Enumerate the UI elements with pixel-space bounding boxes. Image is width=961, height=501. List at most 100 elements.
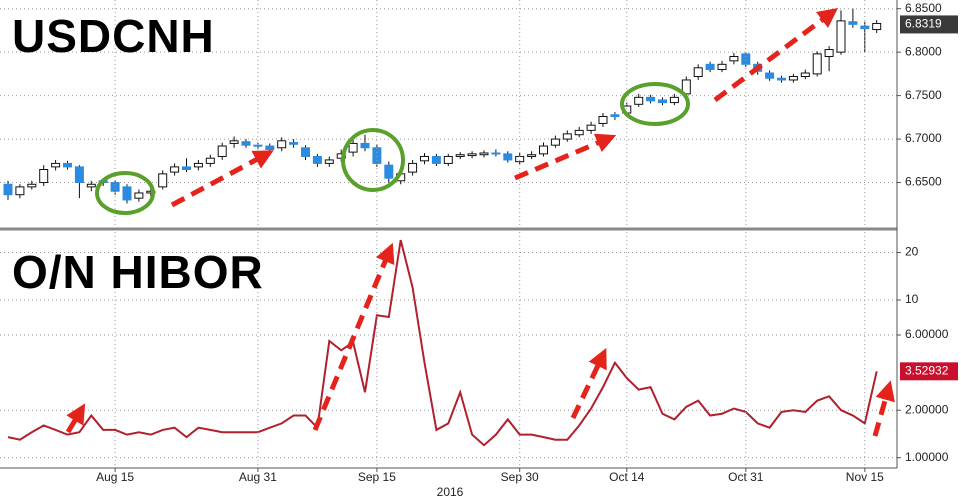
line-series <box>7 239 878 447</box>
candle-body <box>3 183 13 196</box>
candle-body <box>717 63 727 71</box>
candle-body <box>277 140 287 149</box>
highlight-circle <box>341 128 405 192</box>
candle-body <box>443 155 453 164</box>
candle-body <box>729 56 739 62</box>
y-tick-label: 6.8500 <box>905 1 942 15</box>
x-tick-label: Oct 31 <box>728 470 764 484</box>
candle-body <box>301 147 310 157</box>
candle-body <box>848 21 858 25</box>
candle-body <box>205 157 215 164</box>
candle-body <box>15 186 25 196</box>
y-tick-label: 2.00000 <box>905 402 949 416</box>
candle-body <box>800 72 810 77</box>
x-axis-year: 2016 <box>437 485 464 499</box>
candle-body <box>598 115 608 124</box>
last-value-box <box>900 15 958 34</box>
last-value-label: 3.52932 <box>905 363 949 377</box>
x-tick-label: Sep 15 <box>358 470 396 484</box>
candle-body <box>110 182 120 192</box>
candle-body <box>253 144 263 147</box>
candle-body <box>824 49 834 57</box>
trend-arrow <box>872 380 895 437</box>
candle-body <box>360 142 370 149</box>
candle-body <box>777 77 786 81</box>
candle-body <box>241 141 251 146</box>
y-tick-label: 6.00000 <box>905 327 949 341</box>
candle-body <box>527 154 537 157</box>
candle-body <box>39 169 49 184</box>
candle-body <box>265 145 275 151</box>
candle-body <box>741 53 751 65</box>
candle-body <box>836 20 846 53</box>
candle-body <box>693 67 703 77</box>
y-tick-label: 6.7500 <box>905 88 942 102</box>
highlight-circle <box>620 82 690 126</box>
candle-body <box>634 96 644 105</box>
trend-arrow <box>570 347 607 420</box>
candle-body <box>217 145 227 157</box>
candle-body <box>872 22 882 31</box>
candle-body <box>324 159 334 164</box>
candle-body <box>669 96 679 104</box>
candle-body <box>479 152 489 156</box>
candle-body <box>182 166 191 170</box>
candle-body <box>586 124 596 131</box>
candle-body <box>384 164 394 179</box>
candle-body <box>348 142 358 153</box>
candle-body <box>431 155 441 164</box>
y-tick-label: 6.7000 <box>905 131 942 145</box>
candle-body <box>27 183 37 188</box>
trend-arrow <box>65 403 86 434</box>
candle-body <box>812 53 822 75</box>
candle-body <box>765 72 775 79</box>
candle-body <box>312 155 322 164</box>
x-tick-label: Nov 15 <box>846 470 884 484</box>
candle-body <box>503 153 513 161</box>
x-tick-label: Sep 30 <box>501 470 539 484</box>
candle-body <box>467 153 477 157</box>
trend-arrow <box>312 242 395 431</box>
candle-body <box>550 138 560 146</box>
candle-body <box>74 166 84 184</box>
y-tick-label: 20 <box>905 245 919 259</box>
candle-body <box>788 75 798 81</box>
candle-body <box>705 63 715 71</box>
y-tick-label: 6.6500 <box>905 175 942 189</box>
candle-body <box>574 129 584 136</box>
candle-body <box>229 140 239 144</box>
highlight-circle <box>95 171 155 215</box>
candle-body <box>420 155 429 162</box>
candle-body <box>63 162 72 168</box>
candle-body <box>170 166 180 173</box>
candle-body <box>455 154 465 157</box>
y-tick-label: 1.00000 <box>905 450 949 464</box>
candle-body <box>372 147 382 164</box>
candle-body <box>646 96 656 102</box>
candle-body <box>408 162 418 173</box>
candle-body <box>158 173 168 188</box>
x-tick-label: Aug 15 <box>96 470 134 484</box>
candle-body <box>122 186 132 201</box>
last-value-label: 6.8319 <box>905 17 942 31</box>
candle-body <box>681 79 691 95</box>
x-tick-label: Oct 14 <box>609 470 645 484</box>
x-tick-label: Aug 31 <box>239 470 277 484</box>
candle-body <box>51 162 61 168</box>
y-tick-label: 10 <box>905 292 919 306</box>
candle-body <box>658 99 667 104</box>
candle-body <box>491 152 501 155</box>
candle-body <box>562 133 572 140</box>
chart-title: USDCNH <box>12 10 215 62</box>
candle-body <box>539 145 548 155</box>
candle-body <box>610 114 620 117</box>
y-tick-label: 6.8000 <box>905 44 942 58</box>
last-value-box <box>900 362 958 381</box>
candle-body <box>86 183 96 188</box>
candle-body <box>134 192 144 199</box>
candle-body <box>289 142 299 145</box>
candle-body <box>193 162 203 168</box>
